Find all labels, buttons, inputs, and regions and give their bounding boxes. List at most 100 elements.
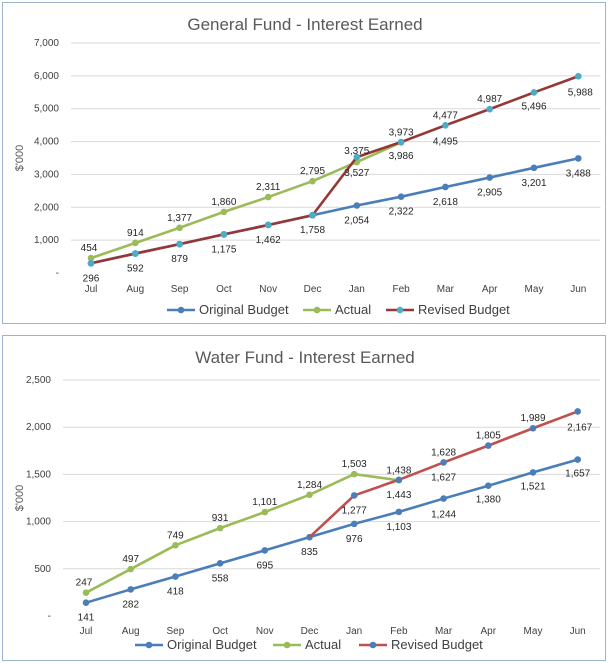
x-tick-label: Mar	[435, 626, 453, 637]
revised-data-label: 1,628	[431, 447, 456, 458]
actual-marker	[87, 254, 95, 262]
actual-data-label: 2,795	[300, 166, 325, 177]
actual-data-label: 1,438	[386, 465, 411, 476]
legend-marker-actual	[283, 641, 291, 649]
revised-marker	[87, 259, 95, 267]
y-tick-label: 4,000	[34, 137, 59, 148]
x-tick-label: Jan	[346, 626, 362, 637]
original-marker	[216, 560, 224, 567]
original-data-label: 1,521	[520, 481, 545, 492]
general-fund-chart-panel: General Fund - Interest Earned - 1,000 2,00…	[2, 2, 606, 324]
original-marker	[127, 586, 134, 593]
legend-entry-revised: Revised Budget	[418, 302, 510, 317]
actual-data-label: 454	[81, 243, 98, 254]
actual-data-label: 1,377	[167, 213, 192, 224]
revised-data-label: 1,805	[476, 431, 501, 442]
revised-marker	[397, 138, 405, 146]
actual-marker	[172, 541, 179, 549]
x-tick-label: Sep	[171, 284, 189, 295]
revised-data-label: 5,496	[521, 101, 546, 112]
y-tick-label: 3,000	[34, 169, 59, 180]
original-marker	[440, 495, 447, 502]
original-marker	[397, 193, 405, 201]
y-tick-label: 5,000	[34, 104, 59, 115]
actual-data-label: 3,973	[389, 127, 414, 138]
actual-data-label: 3,375	[344, 146, 369, 157]
y-tick-label: 1,000	[26, 517, 51, 528]
original-data-label: 1,380	[476, 495, 501, 506]
actual-data-label: 1,101	[252, 497, 277, 508]
y-tick-label: 7,000	[34, 38, 59, 49]
revised-marker	[530, 89, 538, 96]
chart-title: General Fund - Interest Earned	[187, 15, 422, 34]
legend-marker-revised	[369, 641, 377, 649]
y-tick-label: 2,000	[34, 202, 59, 213]
y-tick-label: 6,000	[34, 71, 59, 82]
x-tick-label: Apr	[481, 626, 497, 637]
actual-marker	[176, 224, 183, 232]
x-tick-label: Oct	[212, 626, 228, 637]
revised-data-label: 2,167	[567, 422, 592, 433]
x-tick-label: Jun	[570, 284, 586, 295]
y-tick-label: -	[56, 268, 59, 279]
x-tick-label: Feb	[392, 284, 410, 295]
actual-data-label: 497	[122, 554, 139, 565]
x-tick-label: Jul	[80, 626, 93, 637]
x-tick-label: Feb	[390, 626, 408, 637]
legend-marker-original	[177, 306, 185, 314]
revised-data-label: 3,986	[389, 151, 414, 162]
water-fund-chart: Water Fund - Interest Earned - 500 1,000 1,5…	[14, 348, 601, 652]
legend-marker-original	[145, 641, 153, 649]
original-data-label: 296	[83, 273, 100, 284]
original-marker	[485, 482, 492, 490]
x-tick-label: May	[524, 626, 543, 637]
original-data-label: 1,657	[565, 469, 590, 480]
revised-marker	[309, 211, 316, 219]
legend-entry-actual: Actual	[305, 637, 341, 652]
legend-entry-actual: Actual	[335, 302, 371, 317]
original-data-label: 3,488	[566, 168, 591, 179]
revised-data-label: 5,988	[568, 87, 593, 98]
original-data-label: 1,175	[211, 244, 236, 255]
x-tick-label: Aug	[122, 626, 140, 637]
original-series-line	[85, 458, 579, 604]
revised-marker	[529, 424, 537, 432]
y-tick-label: 500	[34, 564, 51, 575]
revised-marker	[176, 240, 183, 248]
actual-marker	[306, 491, 313, 499]
x-tick-label: Jun	[570, 626, 586, 637]
revised-marker	[220, 231, 228, 238]
x-tick-label: Mar	[437, 284, 455, 295]
x-tick-label: Dec	[301, 626, 319, 637]
revised-data-label: 4,477	[433, 110, 458, 121]
actual-marker	[261, 508, 269, 516]
y-tick-label: 2,000	[26, 422, 51, 433]
legend-marker-actual	[313, 306, 321, 314]
actual-data-label: 247	[76, 578, 93, 589]
original-data-label: 835	[301, 547, 318, 558]
original-data-label: 592	[127, 264, 144, 275]
original-data-label: 1,244	[431, 510, 456, 521]
original-marker	[82, 599, 90, 606]
original-marker	[529, 469, 537, 476]
actual-data-label: 749	[167, 530, 184, 541]
revised-data-label: 3,527	[344, 168, 369, 179]
x-tick-label: Nov	[256, 626, 274, 637]
original-marker	[486, 174, 494, 181]
original-data-label: 141	[78, 613, 95, 624]
original-data-label: 558	[212, 573, 229, 584]
actual-marker	[132, 239, 139, 247]
actual-marker	[220, 208, 228, 216]
original-data-label: 695	[256, 560, 273, 571]
original-data-label: 1,103	[386, 522, 411, 533]
revised-data-label: 4,495	[433, 136, 458, 147]
revised-marker	[395, 476, 403, 484]
legend-marker-revised	[396, 306, 404, 314]
revised-data-label: 1,443	[386, 490, 411, 501]
original-marker	[172, 573, 179, 580]
revised-marker	[132, 250, 139, 257]
actual-data-label: 1,284	[297, 480, 322, 491]
revised-marker	[574, 408, 581, 415]
actual-series-line	[85, 472, 400, 594]
actual-data-label: 2,311	[256, 182, 281, 193]
